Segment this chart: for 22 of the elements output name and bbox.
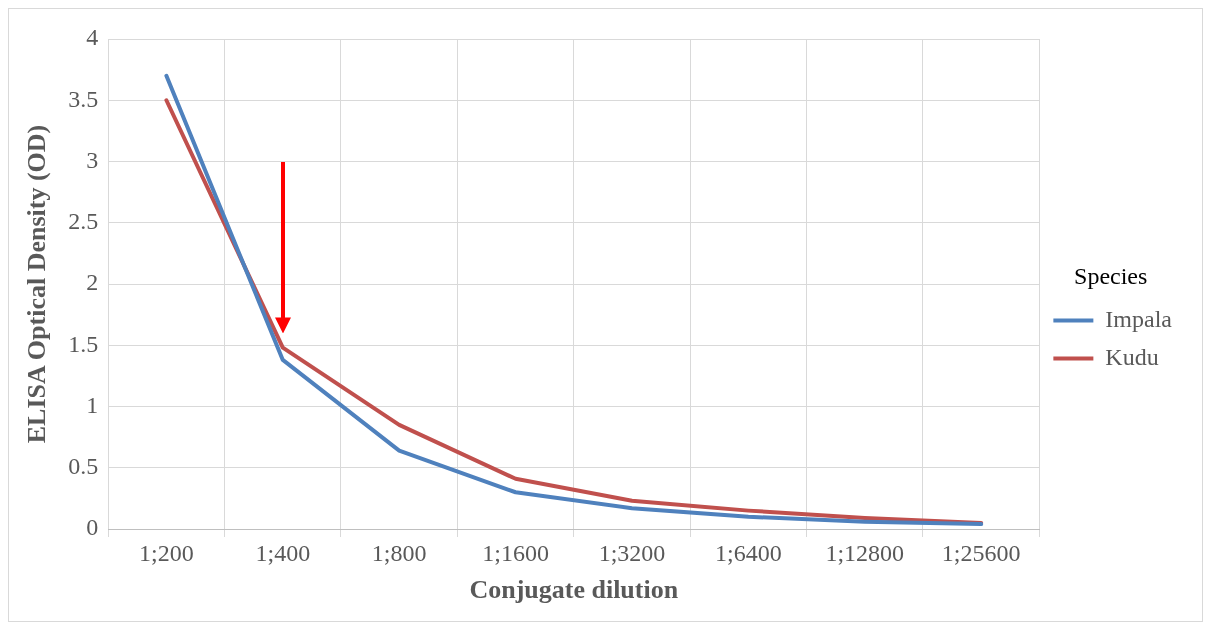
x-tick-label: 1;1600 (482, 539, 549, 566)
x-axis-title: Conjugate dilution (469, 575, 679, 605)
y-tick-label: 0 (86, 514, 99, 541)
y-tick-label: 0.5 (68, 453, 99, 480)
x-tick-label: 1;25600 (941, 539, 1021, 566)
y-axis-title: ELISA Optical Density (OD) (22, 124, 52, 444)
x-tick-label: 1;12800 (825, 539, 905, 566)
y-tick-label: 2.5 (68, 208, 99, 235)
y-tick-label: 1 (86, 391, 99, 418)
legend-title: Species (1074, 262, 1148, 289)
legend-label: Kudu (1105, 343, 1159, 370)
y-tick-label: 1.5 (68, 330, 99, 357)
x-tick-label: 1;3200 (598, 539, 666, 566)
x-tick-label: 1;800 (371, 539, 427, 566)
y-tick-label: 2 (86, 269, 99, 296)
x-tick-label: 1;6400 (715, 539, 782, 566)
y-tick-label: 3 (86, 146, 99, 173)
y-tick-label: 4 (86, 24, 99, 51)
x-tick-label: 1;200 (139, 539, 194, 566)
y-tick-label: 3.5 (68, 85, 99, 112)
legend-label: Impala (1105, 305, 1173, 332)
x-tick-label: 1;400 (255, 539, 311, 566)
